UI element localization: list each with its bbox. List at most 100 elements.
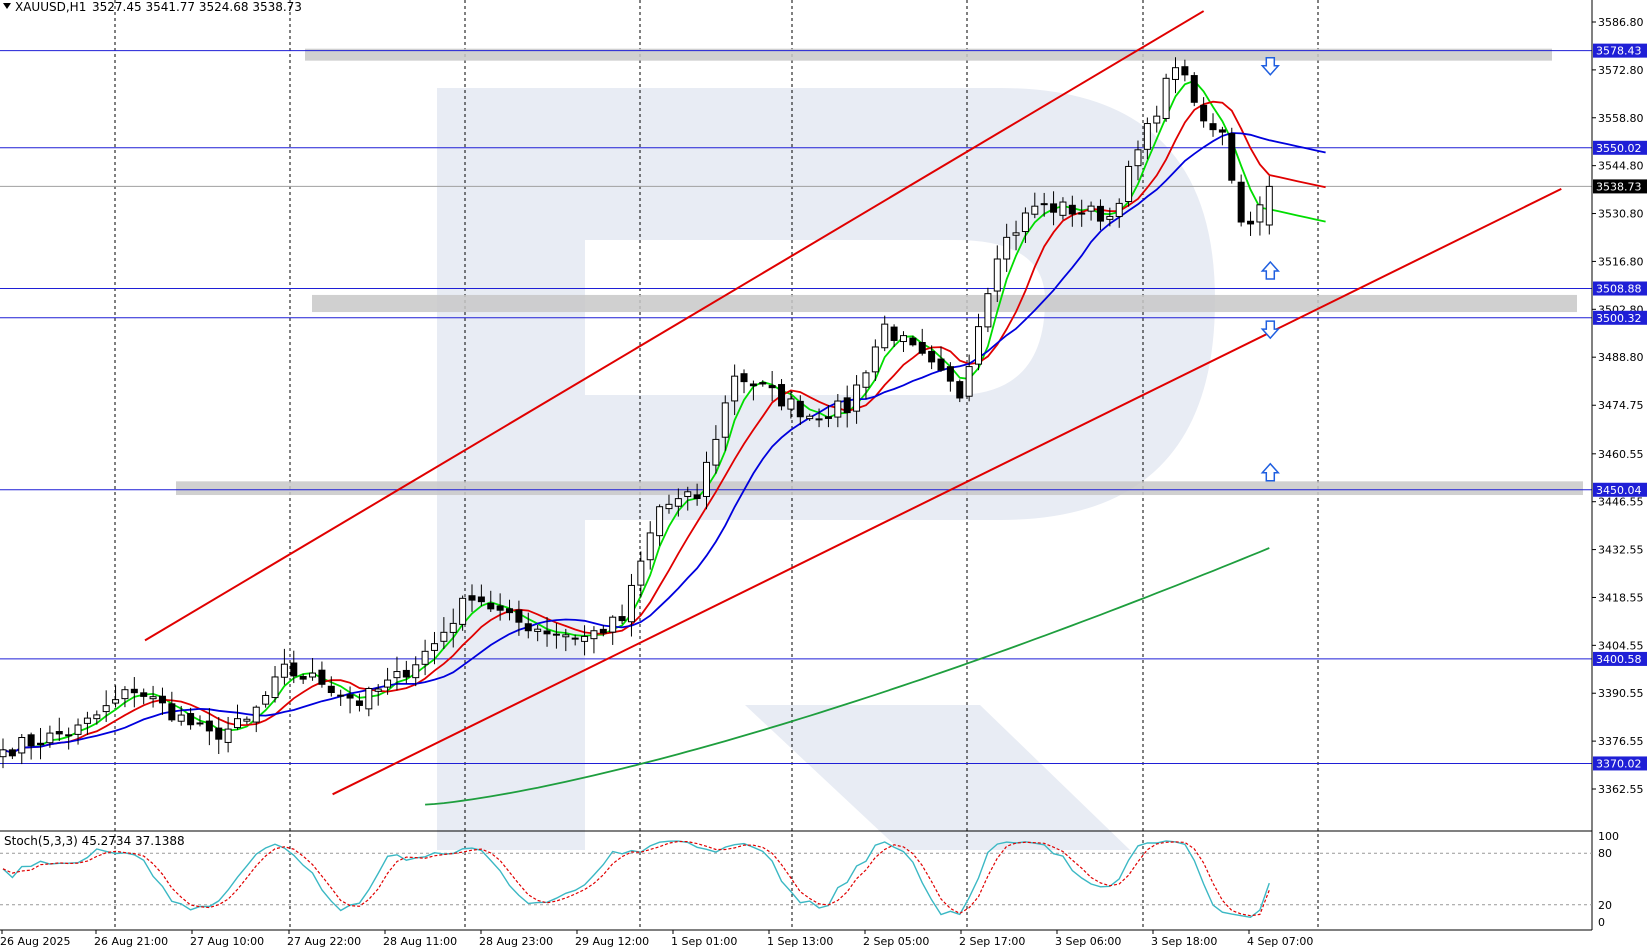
candle-body-38 bbox=[355, 700, 363, 706]
candle-129 bbox=[1209, 113, 1217, 137]
candle-body-1 bbox=[8, 749, 16, 757]
ma-slow-blue bbox=[2, 132, 1326, 754]
time-label-1: 26 Aug 21:00 bbox=[94, 935, 168, 948]
candle-83 bbox=[778, 379, 786, 411]
candle-75 bbox=[703, 451, 710, 510]
time-label-4: 28 Aug 11:00 bbox=[383, 935, 457, 948]
candle-55 bbox=[515, 600, 523, 636]
stoch-d-line bbox=[2, 840, 1270, 917]
candle-body-67 bbox=[627, 584, 635, 623]
candle-50 bbox=[468, 584, 476, 612]
candle-body-59 bbox=[552, 633, 560, 636]
candle-body-105 bbox=[984, 293, 992, 328]
ma-fast-green bbox=[2, 79, 1326, 754]
candle-body-89 bbox=[834, 400, 842, 418]
candle-body-25 bbox=[234, 718, 241, 729]
candle-body-51 bbox=[477, 596, 485, 603]
dropdown-triangle-icon[interactable] bbox=[3, 3, 11, 9]
candle-104 bbox=[975, 313, 983, 371]
candle-body-13 bbox=[121, 689, 129, 700]
candle-body-32 bbox=[299, 675, 307, 680]
candle-128 bbox=[1200, 97, 1208, 128]
candle-body-77 bbox=[721, 402, 729, 438]
candle-body-56 bbox=[524, 623, 532, 632]
candle-122 bbox=[1143, 117, 1151, 160]
candle-100 bbox=[937, 346, 945, 372]
time-label-0: 26 Aug 2025 bbox=[0, 935, 70, 948]
level-tag-bg-5 bbox=[1593, 651, 1647, 666]
candle-134 bbox=[1256, 196, 1264, 236]
candle-63 bbox=[590, 626, 598, 654]
candle-body-115 bbox=[1078, 212, 1086, 215]
candle-body-47 bbox=[440, 631, 448, 642]
level-price-tags: 3578.43 3550.02 3508.88 3500.32 3450.04 3400.… bbox=[1593, 43, 1647, 771]
candle-body-73 bbox=[684, 491, 692, 497]
stoch-axis-label-2: 20 bbox=[1598, 899, 1612, 912]
candle-45 bbox=[421, 639, 429, 676]
candle-body-121 bbox=[1134, 149, 1142, 167]
time-axis: 26 Aug 2025 26 Aug 21:00 27 Aug 10:00 27 Au… bbox=[0, 930, 1313, 948]
candle-body-112 bbox=[1050, 203, 1058, 213]
candle-body-46 bbox=[430, 643, 438, 651]
candle-body-26 bbox=[243, 718, 251, 722]
time-label-12: 3 Sep 18:00 bbox=[1151, 935, 1217, 948]
candle-body-123 bbox=[1153, 115, 1161, 124]
candle-body-12 bbox=[112, 699, 120, 704]
candle-133 bbox=[1247, 211, 1255, 236]
stochastic-axis: 100 80 20 0 bbox=[1598, 830, 1619, 929]
candle-106 bbox=[993, 245, 1001, 303]
candle-body-71 bbox=[665, 503, 673, 510]
candle-body-61 bbox=[571, 637, 579, 640]
candle-42 bbox=[393, 656, 401, 691]
candle-125 bbox=[1172, 57, 1179, 94]
candle-body-10 bbox=[93, 714, 101, 720]
candle-123 bbox=[1153, 105, 1161, 133]
zone-0 bbox=[305, 48, 1552, 61]
candle-89 bbox=[834, 394, 842, 428]
candle-body-53 bbox=[496, 605, 504, 611]
candle-7 bbox=[65, 727, 73, 750]
price-tick-label-9: 3460.55 bbox=[1598, 448, 1644, 461]
candle-26 bbox=[243, 716, 251, 725]
candle-98 bbox=[918, 328, 926, 356]
candle-body-72 bbox=[674, 498, 682, 507]
candle-71 bbox=[665, 494, 673, 514]
candle-85 bbox=[796, 395, 804, 426]
candle-119 bbox=[1115, 198, 1123, 228]
candle-body-41 bbox=[384, 679, 392, 688]
ma-mid-red bbox=[2, 100, 1326, 754]
candle-95 bbox=[890, 324, 898, 348]
candle-23 bbox=[215, 717, 223, 755]
candle-66 bbox=[618, 604, 626, 625]
time-label-13: 4 Sep 07:00 bbox=[1247, 935, 1313, 948]
candle-body-94 bbox=[881, 323, 889, 349]
arrow-up-3 bbox=[1260, 462, 1280, 482]
candle-34 bbox=[318, 661, 326, 688]
candle-body-80 bbox=[749, 383, 757, 387]
candle-body-36 bbox=[337, 694, 345, 697]
support-resistance-zones bbox=[176, 48, 1583, 496]
candle-27 bbox=[252, 705, 260, 733]
price-tick-label-13: 3404.55 bbox=[1598, 639, 1644, 652]
candle-body-91 bbox=[853, 384, 861, 412]
candle-103 bbox=[965, 354, 973, 402]
candle-38 bbox=[355, 693, 363, 712]
candle-body-101 bbox=[946, 366, 954, 382]
current-price-tag: 3538.73 bbox=[1596, 180, 1642, 193]
ohlc-values: 3527.45 3541.77 3524.68 3538.73 bbox=[92, 0, 302, 14]
candle-78 bbox=[731, 364, 739, 416]
candle-body-83 bbox=[778, 384, 786, 407]
time-label-2: 27 Aug 10:00 bbox=[190, 935, 264, 948]
candle-body-98 bbox=[918, 342, 926, 354]
candle-body-95 bbox=[890, 326, 898, 341]
candle-48 bbox=[449, 608, 457, 648]
candle-121 bbox=[1134, 140, 1142, 181]
candle-1 bbox=[8, 747, 16, 760]
candle-body-135 bbox=[1265, 185, 1273, 226]
candle-body-37 bbox=[346, 694, 354, 699]
candle-body-66 bbox=[618, 616, 626, 622]
candle-19 bbox=[177, 705, 185, 726]
candle-54 bbox=[506, 599, 514, 621]
candle-93 bbox=[871, 339, 879, 382]
